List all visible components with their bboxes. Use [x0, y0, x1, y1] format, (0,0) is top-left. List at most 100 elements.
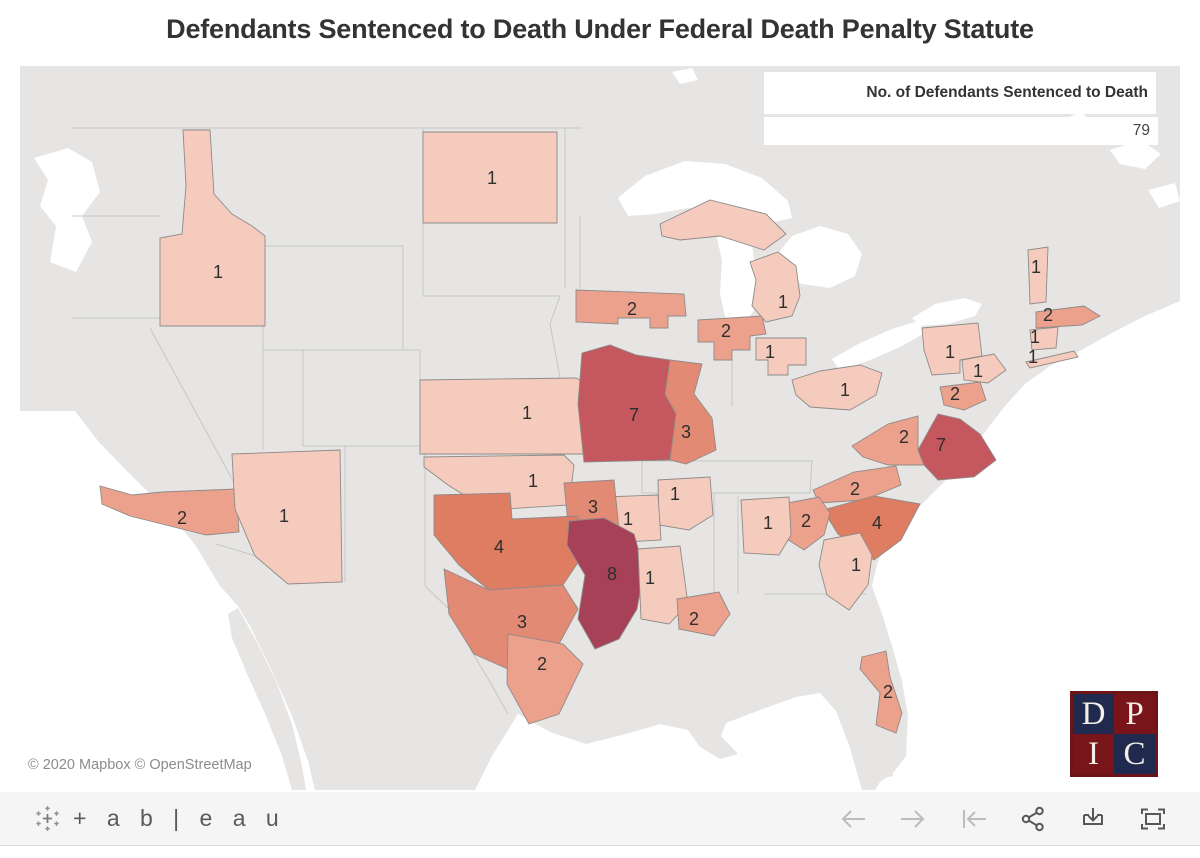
- skip-to-start-icon: [963, 809, 986, 828]
- district-value-label-va_w: 2: [899, 427, 909, 447]
- baja-peninsula: [228, 608, 306, 790]
- district-shape-mo_e[interactable]: [664, 359, 717, 465]
- map-attribution: © 2020 Mapbox © OpenStreetMap: [22, 754, 262, 776]
- reset-button[interactable]: [954, 802, 992, 836]
- district-shape-al[interactable]: [740, 496, 792, 556]
- legend-total-value: 79: [764, 117, 1158, 145]
- district-shape-ma[interactable]: [1035, 305, 1101, 329]
- water-shape: [475, 693, 862, 790]
- district-shape-oh_s[interactable]: [791, 364, 883, 411]
- district-shape-md[interactable]: [939, 381, 987, 411]
- state-border: [424, 585, 509, 715]
- fullscreen-button[interactable]: [1134, 802, 1172, 836]
- district-value-label-md: 2: [950, 384, 960, 404]
- district-value-label-al: 1: [763, 513, 773, 533]
- district-shape-ga_s[interactable]: [818, 532, 873, 611]
- water-shape: [618, 161, 792, 224]
- district-value-label-ma: 2: [1043, 305, 1053, 325]
- dpic-letter-p: P: [1114, 694, 1155, 734]
- water-shape: [832, 321, 925, 371]
- district-value-label-ok_e: 3: [588, 497, 598, 517]
- district-value-label-mo_w: 7: [629, 405, 639, 425]
- district-shape-in_n[interactable]: [755, 337, 807, 376]
- district-shape-wi_e[interactable]: [697, 315, 767, 361]
- district-value-label-oh_s: 1: [840, 380, 850, 400]
- state-border: [549, 295, 561, 379]
- district-value-label-ar_e: 1: [670, 484, 680, 504]
- florida-keys: [884, 772, 893, 778]
- district-value-label-id: 1: [213, 262, 223, 282]
- district-shape-ct[interactable]: [1029, 326, 1059, 351]
- district-value-label-ct: 1: [1030, 327, 1040, 347]
- share-button[interactable]: [1014, 802, 1052, 836]
- district-value-label-az: 1: [279, 506, 289, 526]
- district-value-label-va_e: 7: [936, 435, 946, 455]
- water-shape: [716, 228, 756, 328]
- district-value-label-in_n: 1: [765, 342, 775, 362]
- district-shape-mi_w[interactable]: [749, 251, 801, 323]
- district-value-label-ar_w: 1: [623, 509, 633, 529]
- district-shape-va_e[interactable]: [917, 413, 997, 481]
- water-shape: [1148, 183, 1180, 208]
- district-value-label-tx_e: 8: [607, 564, 617, 584]
- district-value-label-ia_n: 2: [627, 299, 637, 319]
- district-shape-ok_w[interactable]: [423, 454, 575, 511]
- district-shape-sc[interactable]: [822, 495, 921, 561]
- district-value-label-fl_s: 2: [883, 682, 893, 702]
- district-shape-ca_c[interactable]: [99, 485, 240, 536]
- district-shape-nd[interactable]: [422, 131, 558, 224]
- district-shape-vt[interactable]: [1027, 246, 1049, 305]
- district-value-label-pa_m: 1: [945, 342, 955, 362]
- district-value-label-la_w: 1: [645, 568, 655, 588]
- district-value-label-ks: 1: [522, 403, 532, 423]
- water-shape: [1110, 140, 1161, 169]
- district-shape-pa_e[interactable]: [961, 353, 1007, 384]
- district-value-label-wi_e: 2: [721, 321, 731, 341]
- district-value-label-pa_e: 1: [973, 361, 983, 381]
- district-value-label-sc: 4: [872, 513, 882, 533]
- district-value-label-nc_w: 2: [850, 479, 860, 499]
- district-value-label-mi_w: 1: [778, 292, 788, 312]
- district-value-label-vt: 1: [1031, 257, 1041, 277]
- page-title: Defendants Sentenced to Death Under Fede…: [166, 14, 1034, 44]
- tableau-wordmark: + a b | e a u: [73, 805, 286, 831]
- district-shape-ia_n[interactable]: [575, 289, 687, 329]
- water-shape: [34, 148, 100, 272]
- district-value-label-ny_e: 1: [1028, 347, 1038, 367]
- color-legend: No. of Defendants Sentenced to Death 79: [764, 72, 1158, 145]
- redo-arrow-icon: [901, 809, 925, 828]
- state-border: [422, 223, 560, 297]
- district-value-label-ca_c: 2: [177, 508, 187, 528]
- undo-button[interactable]: [834, 802, 872, 836]
- dpic-logo: D P I C: [1066, 686, 1162, 782]
- district-value-label-tx_w: 3: [517, 612, 527, 632]
- district-shape-tx_n[interactable]: [433, 492, 584, 591]
- district-value-label-tx_s: 2: [537, 654, 547, 674]
- district-shape-tx_e[interactable]: [566, 517, 645, 650]
- district-shape-pa_m[interactable]: [921, 322, 983, 376]
- district-shape-mo_w[interactable]: [577, 344, 677, 463]
- district-value-label-mo_e: 3: [681, 422, 691, 442]
- download-button[interactable]: [1074, 802, 1112, 836]
- share-network-icon: [1021, 806, 1044, 831]
- district-shape-az[interactable]: [231, 449, 343, 585]
- redo-button[interactable]: [894, 802, 932, 836]
- tableau-sparkle-icon: [36, 806, 59, 831]
- district-shape-fl_s[interactable]: [859, 650, 903, 734]
- undo-arrow-icon: [841, 809, 865, 828]
- district-shape-id[interactable]: [159, 129, 266, 327]
- district-shape-va_w[interactable]: [851, 415, 925, 466]
- district-shape-mi_w[interactable]: [659, 199, 787, 251]
- tableau-logo[interactable]: + a b | e a u: [34, 805, 286, 832]
- district-shape-la_e[interactable]: [676, 591, 731, 637]
- toolbar-buttons: [834, 802, 1172, 836]
- water-shape: [20, 411, 315, 790]
- district-value-label-tx_n: 4: [494, 537, 504, 557]
- district-shape-ny_e[interactable]: [1025, 350, 1079, 369]
- district-value-label-ga_s: 1: [851, 555, 861, 575]
- district-shape-tx_s[interactable]: [506, 633, 584, 725]
- download-icon: [1083, 807, 1103, 825]
